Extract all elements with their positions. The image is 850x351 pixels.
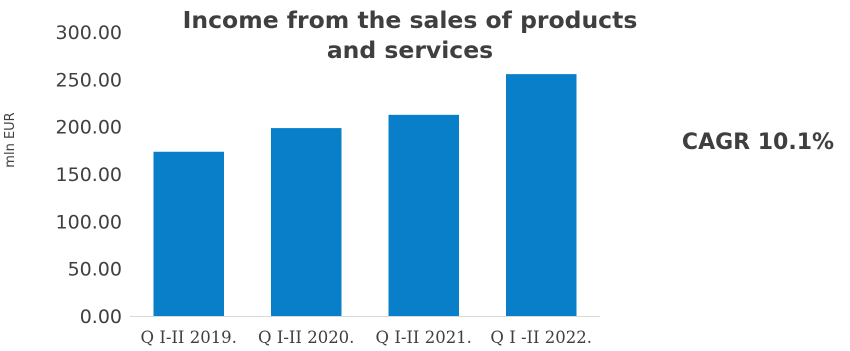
- y-axis-ticks: 0.00 50.00 100.00 150.00 200.00 250.00 300.00: [56, 22, 122, 328]
- x-tick-label: Q I-II 2021.: [376, 328, 472, 347]
- bars: [153, 74, 577, 316]
- chart-title-line-1: Income from the sales of products: [183, 6, 638, 34]
- cagr-annotation: CAGR 10.1%: [682, 130, 834, 155]
- x-tick-label: Q I -II 2022.: [490, 328, 592, 347]
- y-tick-label: 250.00: [56, 69, 122, 91]
- y-tick-label: 300.00: [56, 22, 122, 44]
- chart-title-line-2: and services: [327, 36, 493, 64]
- y-tick-label: 200.00: [56, 117, 122, 139]
- bar: [271, 128, 342, 316]
- y-tick-label: 100.00: [56, 211, 122, 233]
- bar: [388, 114, 459, 316]
- y-axis-label: mln EUR: [3, 112, 18, 167]
- bar: [153, 151, 224, 316]
- x-axis-ticks: Q I-II 2019. Q I-II 2020. Q I-II 2021. Q I …: [141, 328, 593, 347]
- y-tick-label: 50.00: [68, 259, 122, 281]
- y-tick-label: 150.00: [56, 164, 122, 186]
- bar: [506, 74, 577, 316]
- y-tick-label: 0.00: [80, 306, 122, 328]
- x-tick-label: Q I-II 2020.: [258, 328, 354, 347]
- x-tick-label: Q I-II 2019.: [141, 328, 237, 347]
